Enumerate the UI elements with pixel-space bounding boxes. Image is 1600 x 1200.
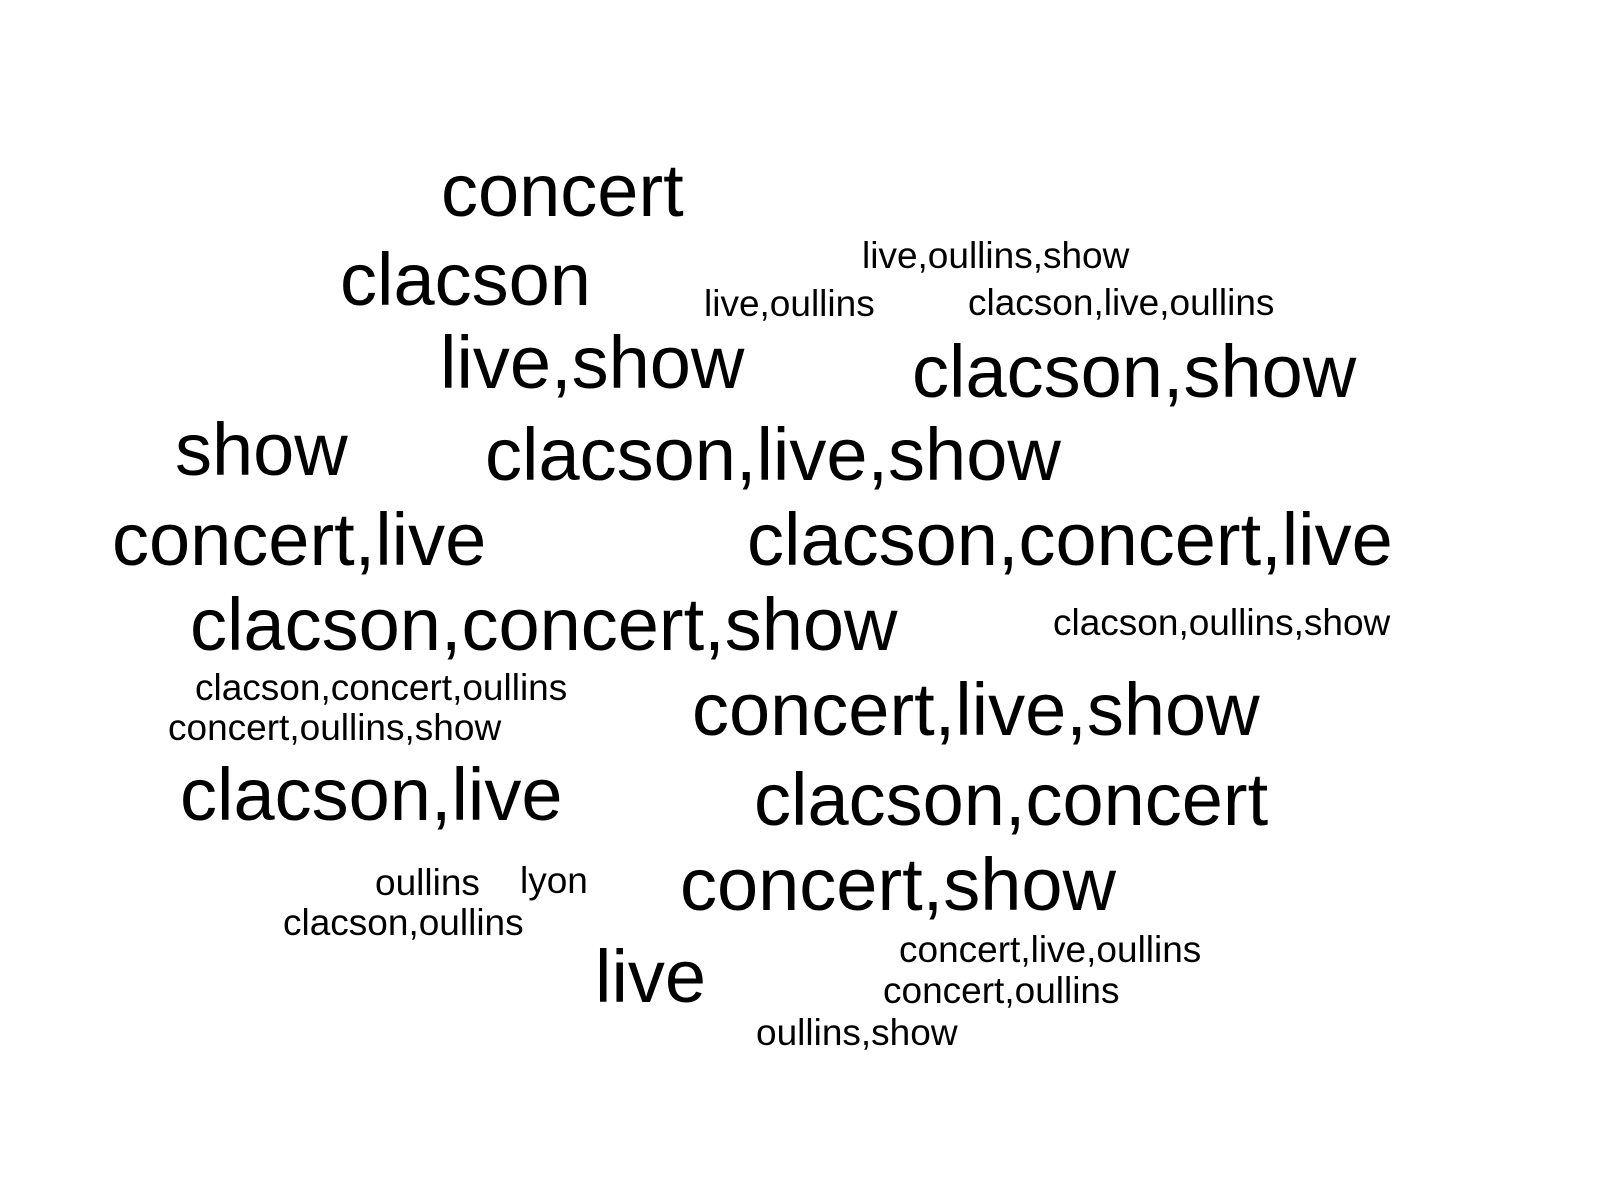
word-concert-live-show: concert,live,show (692, 668, 1260, 751)
word-live-oullins: live,oullins (704, 283, 875, 324)
word-live-show: live,show (440, 321, 745, 404)
word-clacson-concert-live: clacson,concert,live (747, 498, 1393, 581)
word-live-oullins-show: live,oullins,show (862, 235, 1130, 276)
word-concert-oullins: concert,oullins (883, 970, 1120, 1011)
word-concert-oullins-show: concert,oullins,show (168, 707, 501, 748)
word-oullins: oullins (375, 862, 480, 903)
word-clacson-show: clacson,show (912, 330, 1357, 413)
word-clacson-concert: clacson,concert (754, 758, 1269, 841)
word-concert-live-oullins: concert,live,oullins (899, 929, 1201, 970)
word-clacson: clacson (340, 238, 591, 321)
word-clacson-oullins-show: clacson,oullins,show (1053, 602, 1391, 643)
word-clacson-concert-oullins: clacson,concert,oullins (195, 667, 567, 708)
word-clacson-oullins: clacson,oullins (283, 902, 524, 943)
word-lyon: lyon (520, 860, 588, 901)
word-show: show (175, 408, 348, 491)
word-live: live (595, 935, 706, 1018)
word-concert-live: concert,live (112, 498, 486, 581)
word-clacson-live-oullins: clacson,live,oullins (968, 282, 1274, 323)
word-concert: concert (441, 149, 684, 232)
word-clacson-live: clacson,live (180, 753, 563, 836)
word-clacson-live-show: clacson,live,show (485, 413, 1061, 496)
word-concert-show: concert,show (680, 843, 1117, 926)
word-oullins-show: oullins,show (756, 1012, 958, 1053)
word-clacson-concert-show: clacson,concert,show (190, 583, 898, 666)
